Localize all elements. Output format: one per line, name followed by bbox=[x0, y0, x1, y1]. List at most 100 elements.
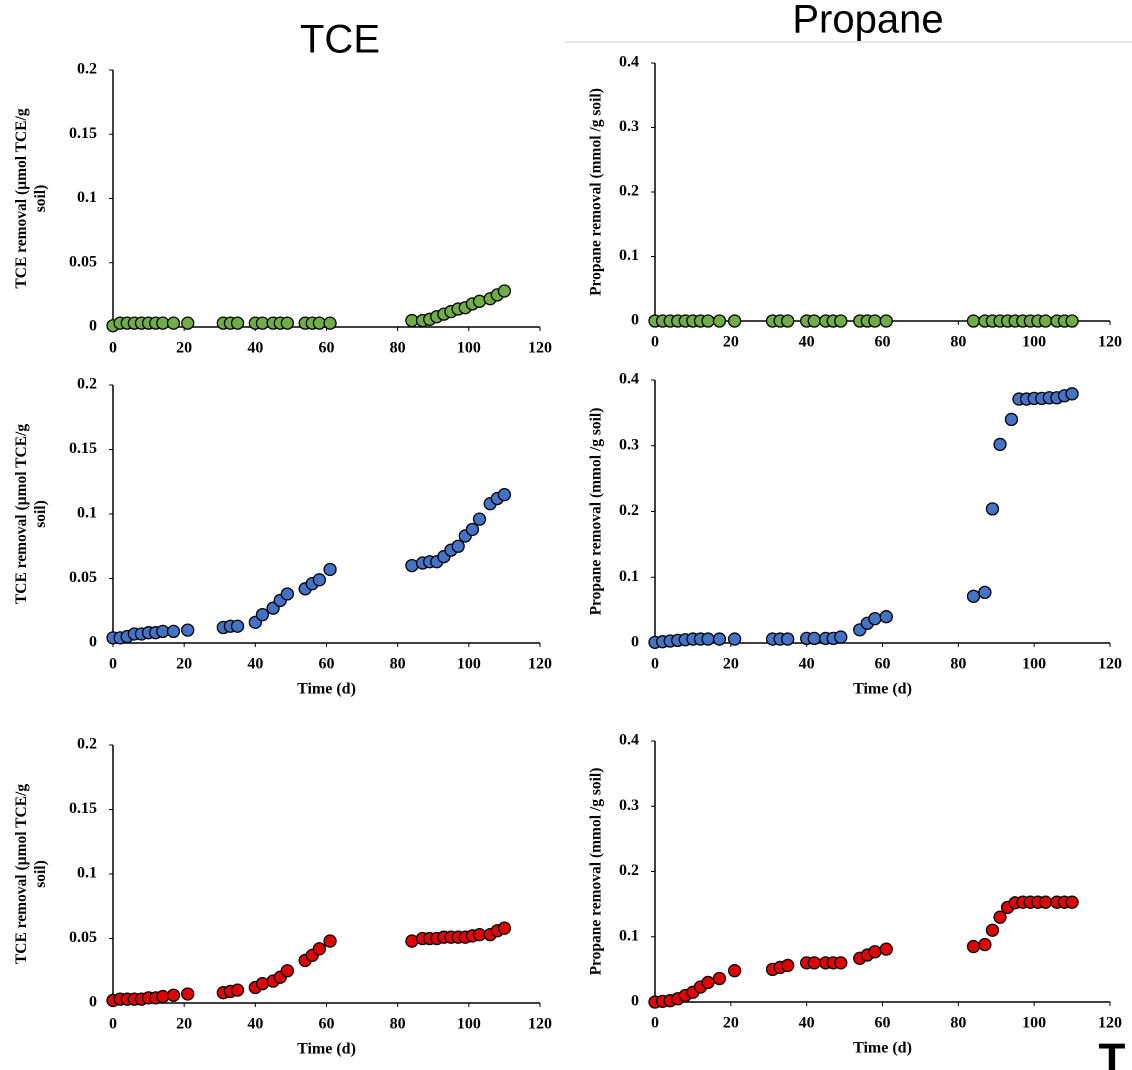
y-tick-label: 0.05 bbox=[69, 253, 97, 270]
y-axis-label: soil) bbox=[32, 500, 49, 528]
data-point bbox=[323, 934, 337, 948]
x-tick-label: 80 bbox=[950, 656, 966, 673]
x-tick-label: 60 bbox=[319, 340, 335, 357]
y-axis-label: Propane removal (mmol /g soil) bbox=[588, 408, 605, 616]
y-tick-label: 0.4 bbox=[619, 371, 639, 388]
y-tick-label: 0.2 bbox=[77, 376, 97, 393]
y-axis-label: TCE removal (µmol TCE/g bbox=[13, 108, 30, 288]
data-point bbox=[1038, 314, 1053, 328]
data-point bbox=[280, 964, 295, 978]
data-point bbox=[879, 610, 893, 624]
data-point bbox=[497, 921, 512, 935]
data-point bbox=[255, 607, 270, 622]
data-point bbox=[230, 316, 245, 330]
data-point bbox=[497, 487, 512, 502]
x-tick-label: 0 bbox=[651, 334, 659, 351]
data-point bbox=[712, 314, 727, 328]
data-point bbox=[781, 314, 795, 328]
x-tick-label: 20 bbox=[176, 1016, 192, 1033]
x-tick-label: 20 bbox=[723, 656, 739, 673]
data-point bbox=[834, 314, 848, 328]
data-point bbox=[280, 587, 295, 601]
x-tick-label: 60 bbox=[319, 656, 335, 673]
y-tick-label: 0.3 bbox=[619, 436, 639, 453]
data-point bbox=[1004, 412, 1019, 427]
data-point bbox=[181, 316, 195, 330]
data-point bbox=[712, 971, 727, 986]
y-tick-label: 0.2 bbox=[619, 862, 639, 879]
data-point bbox=[323, 562, 337, 577]
x-tick-label: 80 bbox=[950, 1015, 966, 1032]
y-axis-label: soil) bbox=[32, 185, 49, 213]
x-tick-label: 100 bbox=[1022, 334, 1046, 351]
x-tick-label: 60 bbox=[319, 1016, 335, 1033]
data-point bbox=[966, 589, 981, 603]
column-heading: Propane bbox=[792, 0, 943, 42]
data-point bbox=[312, 942, 327, 956]
data-point bbox=[280, 316, 295, 330]
data-point bbox=[868, 612, 882, 626]
y-tick-label: 0.1 bbox=[77, 189, 97, 206]
x-tick-label: 80 bbox=[390, 1016, 406, 1033]
data-point bbox=[807, 956, 821, 970]
x-tick-label: 80 bbox=[390, 340, 406, 357]
y-tick-label: 0 bbox=[631, 993, 639, 1010]
data-point bbox=[985, 923, 1000, 937]
x-tick-label: 40 bbox=[247, 340, 263, 357]
data-point bbox=[712, 632, 727, 646]
x-tick-label: 60 bbox=[875, 334, 891, 351]
x-tick-label: 40 bbox=[247, 656, 263, 673]
y-tick-label: 0.1 bbox=[77, 505, 97, 522]
data-point bbox=[312, 573, 327, 587]
y-tick-label: 0.1 bbox=[77, 865, 97, 882]
data-point bbox=[701, 632, 715, 646]
y-tick-label: 0.2 bbox=[77, 736, 97, 753]
data-point bbox=[727, 632, 742, 646]
x-tick-label: 120 bbox=[528, 656, 552, 673]
data-point bbox=[1065, 387, 1079, 401]
data-point bbox=[966, 939, 981, 954]
y-tick-label: 0.3 bbox=[619, 797, 639, 814]
data-point bbox=[807, 314, 821, 328]
x-axis-label: Time (d) bbox=[853, 681, 912, 698]
data-point bbox=[1065, 895, 1079, 909]
data-point bbox=[701, 314, 715, 328]
x-tick-label: 0 bbox=[109, 340, 117, 357]
x-tick-label: 120 bbox=[1098, 334, 1122, 351]
y-tick-label: 0.15 bbox=[69, 440, 97, 457]
data-point bbox=[166, 624, 181, 639]
data-point bbox=[985, 502, 1000, 516]
data-point bbox=[465, 522, 480, 537]
y-axis-label: TCE removal (µmol TCE/g bbox=[13, 784, 30, 964]
x-tick-label: 40 bbox=[247, 1016, 263, 1033]
y-tick-label: 0.1 bbox=[619, 927, 639, 944]
y-axis-label: soil) bbox=[32, 860, 49, 888]
data-point bbox=[781, 632, 795, 646]
x-tick-label: 20 bbox=[176, 656, 192, 673]
x-tick-label: 20 bbox=[176, 340, 192, 357]
data-point bbox=[166, 988, 181, 1002]
x-tick-label: 100 bbox=[457, 340, 481, 357]
data-point bbox=[323, 316, 337, 330]
y-tick-label: 0.15 bbox=[69, 125, 97, 142]
y-tick-label: 0 bbox=[89, 318, 97, 335]
data-point bbox=[978, 937, 992, 952]
data-point bbox=[255, 977, 270, 991]
x-tick-label: 100 bbox=[457, 656, 481, 673]
y-tick-label: 0.15 bbox=[69, 800, 97, 817]
x-tick-label: 0 bbox=[651, 1015, 659, 1032]
y-tick-label: 0.4 bbox=[619, 54, 639, 71]
x-tick-label: 80 bbox=[950, 334, 966, 351]
y-tick-label: 0.1 bbox=[619, 568, 639, 585]
data-point bbox=[230, 983, 245, 997]
x-tick-label: 60 bbox=[875, 1015, 891, 1032]
y-tick-label: 0.2 bbox=[77, 61, 97, 78]
data-point bbox=[993, 437, 1007, 452]
data-point bbox=[181, 987, 195, 1001]
x-tick-label: 0 bbox=[109, 1016, 117, 1033]
x-tick-label: 120 bbox=[528, 1016, 552, 1033]
x-axis-label: Time (d) bbox=[297, 681, 356, 698]
x-tick-label: 0 bbox=[109, 656, 117, 673]
x-tick-label: 0 bbox=[651, 656, 659, 673]
